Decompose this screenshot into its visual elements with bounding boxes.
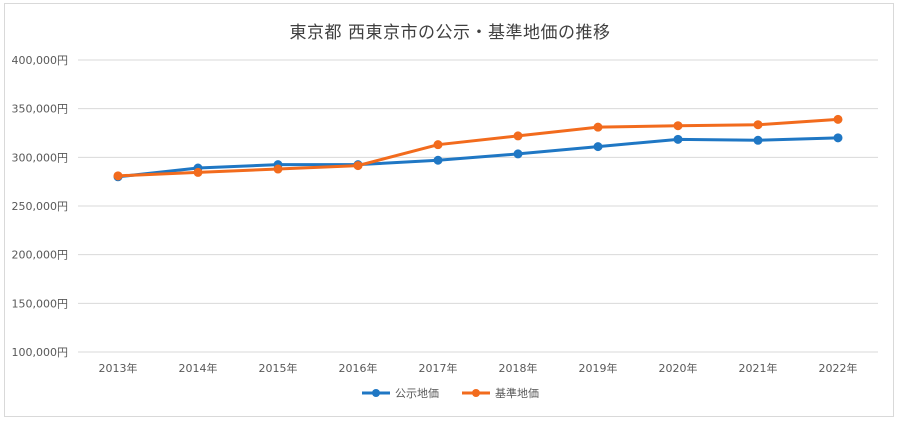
x-tick-label: 2015年 bbox=[259, 361, 298, 375]
data-point bbox=[433, 140, 443, 150]
legend-swatch bbox=[362, 389, 390, 397]
data-point bbox=[753, 120, 763, 130]
legend-swatch bbox=[462, 389, 490, 397]
data-point bbox=[753, 135, 763, 145]
legend-item-2: 基準地価 bbox=[461, 385, 539, 401]
x-tick-label: 2019年 bbox=[579, 361, 618, 375]
legend-label: 基準地価 bbox=[495, 387, 539, 400]
y-tick-label: 400,000円 bbox=[12, 54, 69, 67]
y-tick-label: 100,000円 bbox=[12, 346, 69, 359]
y-tick-label: 350,000円 bbox=[12, 103, 69, 116]
y-tick-label: 300,000円 bbox=[12, 151, 69, 164]
x-tick-label: 2014年 bbox=[179, 361, 218, 375]
chart-frame bbox=[4, 3, 894, 417]
legend-item-1: 公示地価 bbox=[361, 385, 439, 401]
x-tick-label: 2020年 bbox=[659, 361, 698, 375]
data-point bbox=[593, 142, 603, 152]
x-tick-label: 2022年 bbox=[819, 361, 858, 375]
data-point bbox=[593, 122, 603, 132]
data-point bbox=[833, 114, 843, 124]
data-point bbox=[353, 161, 363, 171]
data-point bbox=[433, 155, 443, 165]
y-tick-label: 250,000円 bbox=[12, 200, 69, 213]
data-point bbox=[833, 133, 843, 143]
data-point bbox=[513, 131, 523, 141]
chart-legend: 公示地価 基準地価 bbox=[0, 385, 900, 401]
data-point bbox=[513, 149, 523, 159]
y-tick-label: 200,000円 bbox=[12, 249, 69, 262]
data-point bbox=[113, 171, 123, 181]
data-point bbox=[273, 164, 283, 174]
x-tick-label: 2016年 bbox=[339, 361, 378, 375]
series-line-2 bbox=[116, 117, 840, 178]
x-tick-label: 2021年 bbox=[739, 361, 778, 375]
y-tick-label: 150,000円 bbox=[12, 297, 69, 310]
series-line-1 bbox=[116, 136, 840, 179]
legend-label: 公示地価 bbox=[395, 387, 439, 400]
x-tick-label: 2018年 bbox=[499, 361, 538, 375]
data-point bbox=[193, 167, 203, 177]
x-tick-label: 2013年 bbox=[99, 361, 138, 375]
x-tick-label: 2017年 bbox=[419, 361, 458, 375]
data-point bbox=[673, 134, 683, 144]
data-point bbox=[673, 121, 683, 131]
chart-title: 東京都 西東京市の公示・基準地価の推移 bbox=[289, 23, 611, 43]
